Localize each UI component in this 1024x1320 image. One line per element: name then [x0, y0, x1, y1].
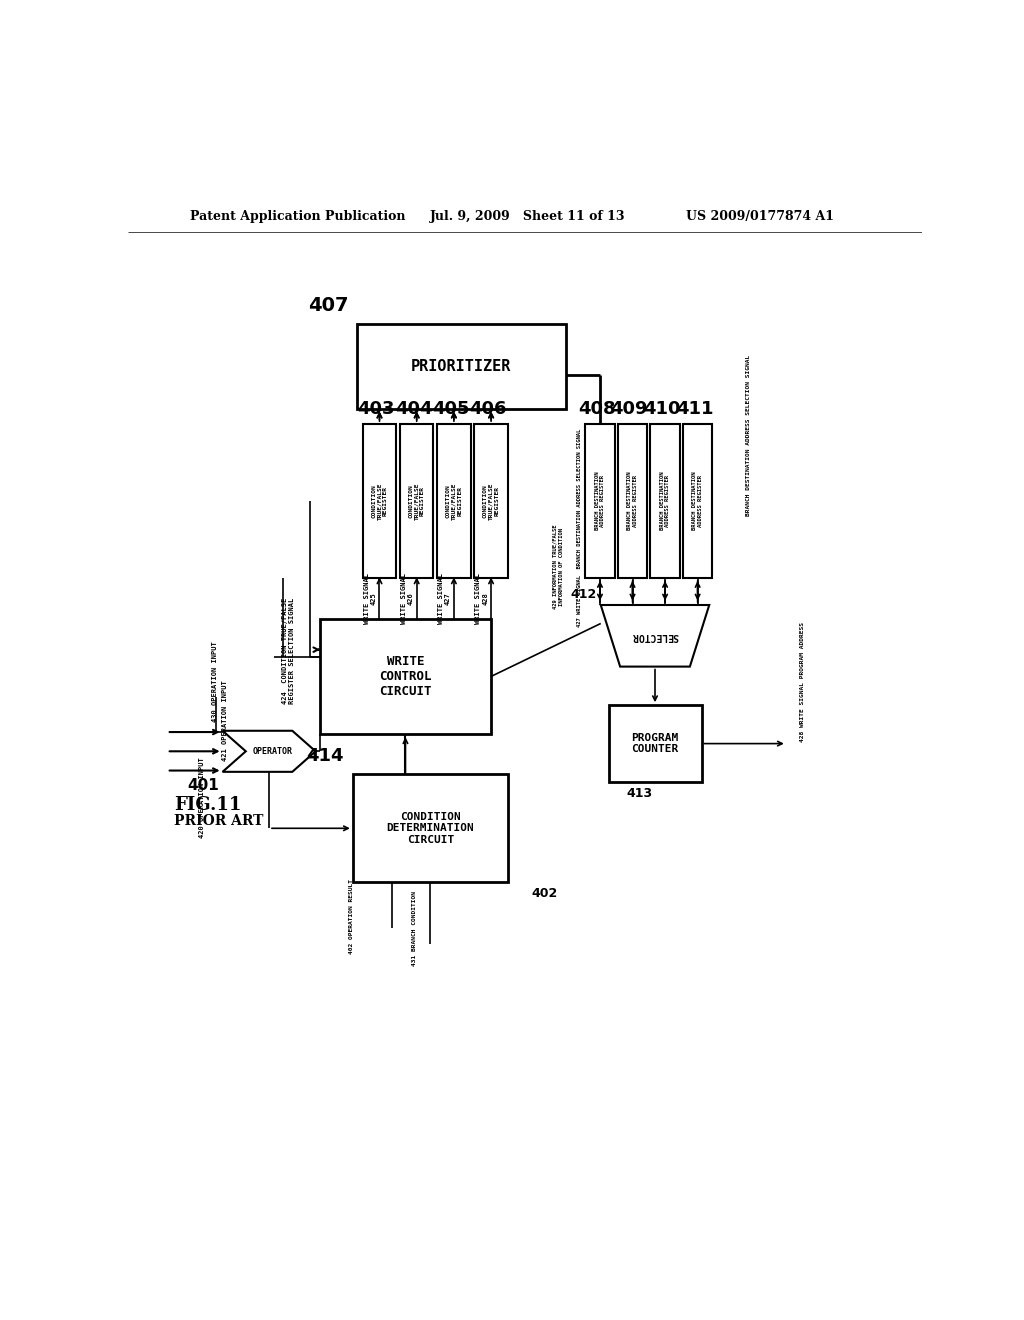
- Text: 428 WRITE SIGNAL PROGRAM ADDRESS: 428 WRITE SIGNAL PROGRAM ADDRESS: [800, 622, 805, 742]
- Text: Jul. 9, 2009   Sheet 11 of 13: Jul. 9, 2009 Sheet 11 of 13: [430, 210, 626, 223]
- Text: CONDITION
TRUE/FALSE
REGISTER: CONDITION TRUE/FALSE REGISTER: [445, 482, 462, 520]
- FancyBboxPatch shape: [608, 705, 701, 781]
- Text: 430 OPERATION INPUT: 430 OPERATION INPUT: [212, 642, 218, 722]
- Text: 405: 405: [432, 400, 470, 418]
- FancyBboxPatch shape: [356, 323, 566, 409]
- Text: 404: 404: [395, 400, 432, 418]
- Text: 402: 402: [531, 887, 557, 900]
- Text: BRANCH DESTINATION
ADDRESS REGISTER: BRANCH DESTINATION ADDRESS REGISTER: [659, 471, 671, 531]
- Text: BRANCH DESTINATION
ADDRESS REGISTER: BRANCH DESTINATION ADDRESS REGISTER: [692, 471, 703, 531]
- Text: 406: 406: [469, 400, 507, 418]
- Text: 429 INFORMATION TRUE/FALSE
INFORMATION OF CONDITION: 429 INFORMATION TRUE/FALSE INFORMATION O…: [553, 524, 563, 609]
- Text: FIG.11: FIG.11: [174, 796, 242, 814]
- Text: SELECTOR: SELECTOR: [632, 631, 679, 640]
- Text: 408: 408: [579, 400, 615, 418]
- FancyBboxPatch shape: [352, 775, 508, 882]
- Text: 427 WRITE SIGNAL  BRANCH DESTINATION ADDRESS SELECTION SIGNAL: 427 WRITE SIGNAL BRANCH DESTINATION ADDR…: [578, 429, 583, 627]
- Text: WRITE SIGNAL
425: WRITE SIGNAL 425: [364, 573, 377, 624]
- FancyBboxPatch shape: [650, 424, 680, 578]
- Text: PRIORITIZER: PRIORITIZER: [411, 359, 511, 374]
- Text: OPERATOR: OPERATOR: [253, 747, 293, 756]
- Text: WRITE SIGNAL
428: WRITE SIGNAL 428: [475, 573, 488, 624]
- FancyBboxPatch shape: [437, 424, 471, 578]
- Text: 402 OPERATION RESULT: 402 OPERATION RESULT: [349, 879, 353, 954]
- FancyBboxPatch shape: [400, 424, 433, 578]
- Text: BRANCH DESTINATION
ADDRESS REGISTER: BRANCH DESTINATION ADDRESS REGISTER: [595, 471, 605, 531]
- FancyBboxPatch shape: [617, 424, 647, 578]
- Text: Patent Application Publication: Patent Application Publication: [190, 210, 406, 223]
- Text: PRIOR ART: PRIOR ART: [174, 813, 264, 828]
- FancyBboxPatch shape: [362, 424, 396, 578]
- FancyBboxPatch shape: [586, 424, 614, 578]
- FancyBboxPatch shape: [474, 424, 508, 578]
- FancyBboxPatch shape: [321, 619, 490, 734]
- Text: 420 OPERATION INPUT: 420 OPERATION INPUT: [199, 758, 205, 838]
- Text: PROGRAM
COUNTER: PROGRAM COUNTER: [632, 733, 679, 755]
- Text: 421 OPERATION INPUT: 421 OPERATION INPUT: [222, 680, 228, 760]
- Text: 409: 409: [610, 400, 648, 418]
- Text: 401: 401: [187, 779, 219, 793]
- Text: 403: 403: [357, 400, 395, 418]
- Text: CONDITION
TRUE/FALSE
REGISTER: CONDITION TRUE/FALSE REGISTER: [482, 482, 500, 520]
- Text: WRITE SIGNAL
427: WRITE SIGNAL 427: [438, 573, 452, 624]
- Text: 431 BRANCH CONDITION: 431 BRANCH CONDITION: [413, 891, 417, 966]
- Text: CONDITION
DETERMINATION
CIRCUIT: CONDITION DETERMINATION CIRCUIT: [386, 812, 474, 845]
- Text: BRANCH DESTINATION ADDRESS SELECTION SIGNAL: BRANCH DESTINATION ADDRESS SELECTION SIG…: [745, 355, 751, 516]
- Text: 424  CONDITION TRUE/FALSE
REGISTER SELECTION SIGNAL: 424 CONDITION TRUE/FALSE REGISTER SELECT…: [282, 598, 295, 705]
- Polygon shape: [601, 605, 710, 667]
- Text: 410: 410: [643, 400, 681, 418]
- Text: WRITE SIGNAL
426: WRITE SIGNAL 426: [400, 573, 414, 624]
- Text: 411: 411: [676, 400, 714, 418]
- Text: CONDITION
TRUE/FALSE
REGISTER: CONDITION TRUE/FALSE REGISTER: [371, 482, 388, 520]
- FancyBboxPatch shape: [683, 424, 713, 578]
- Text: 413: 413: [627, 787, 652, 800]
- Polygon shape: [222, 731, 315, 772]
- Text: 412: 412: [570, 589, 597, 601]
- Text: 414: 414: [306, 747, 343, 766]
- Text: WRITE
CONTROL
CIRCUIT: WRITE CONTROL CIRCUIT: [379, 655, 432, 698]
- Text: CONDITION
TRUE/FALSE
REGISTER: CONDITION TRUE/FALSE REGISTER: [409, 482, 425, 520]
- Text: US 2009/0177874 A1: US 2009/0177874 A1: [686, 210, 834, 223]
- Text: 407: 407: [308, 296, 349, 314]
- Text: BRANCH DESTINATION
ADDRESS REGISTER: BRANCH DESTINATION ADDRESS REGISTER: [627, 471, 638, 531]
